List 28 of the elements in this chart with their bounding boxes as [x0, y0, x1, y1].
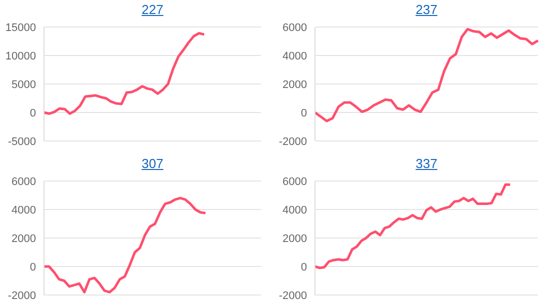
y-tick-label: 0: [300, 260, 307, 273]
y-tick-label: 0: [30, 107, 36, 120]
y-tick-label: 4000: [282, 204, 307, 216]
y-tick-label: -2000: [278, 136, 307, 148]
y-tick-label: 4000: [12, 204, 36, 216]
y-tick-label: 0: [300, 107, 307, 120]
y-tick-label: 2000: [282, 78, 307, 91]
y-tick-label: -5000: [8, 136, 36, 148]
line-series: [314, 28, 540, 122]
y-tick-label: 10000: [5, 50, 36, 62]
y-tick-label: 6000: [12, 175, 36, 188]
y-tick-label: 5000: [12, 78, 36, 91]
line-series: [42, 196, 207, 293]
y-tick-label: 2000: [12, 232, 36, 244]
y-tick-label: 4000: [282, 50, 307, 62]
y-tick-label: -2000: [8, 289, 36, 302]
y-tick-label: 6000: [282, 22, 307, 34]
y-tick-label: 15000: [5, 22, 36, 34]
y-tick-label: 0: [30, 260, 36, 273]
line-series: [42, 32, 206, 115]
y-tick-label: 2000: [282, 232, 307, 244]
chart-title: 237: [416, 2, 438, 17]
y-tick-label: -2000: [278, 289, 307, 302]
chart-title: 307: [142, 156, 164, 170]
y-tick-label: 6000: [282, 175, 307, 188]
chart-title: 227: [142, 2, 164, 17]
chart-title: 337: [416, 156, 438, 170]
line-series: [314, 182, 512, 269]
